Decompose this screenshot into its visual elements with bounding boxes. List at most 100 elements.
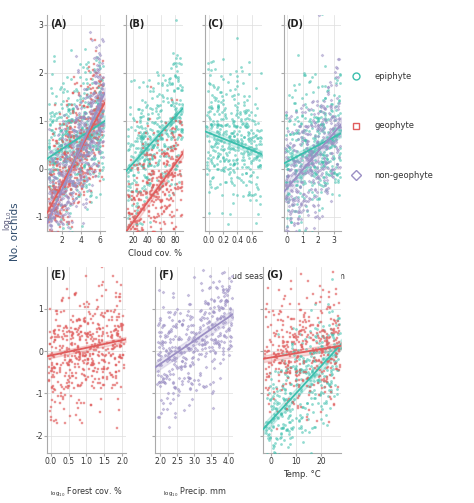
- Point: [324, 157, 332, 165]
- Point: [150, 87, 157, 95]
- Point: [285, 117, 292, 125]
- Point: [89, 169, 97, 177]
- Point: [323, 373, 331, 381]
- Point: [71, 352, 79, 360]
- Point: [94, 365, 102, 373]
- Point: [96, 77, 104, 86]
- Point: [301, 129, 309, 137]
- Point: [59, 160, 67, 168]
- Point: [151, 227, 158, 235]
- Point: [265, 347, 273, 355]
- Point: [285, 412, 293, 420]
- Point: [211, 96, 219, 104]
- Point: [304, 361, 311, 369]
- Point: [242, 123, 249, 131]
- Point: [277, 367, 285, 375]
- Point: [81, 151, 89, 159]
- Point: [216, 128, 223, 136]
- Text: $_{\mathregular{log_{10}}}$ Cloud seas.: $_{\mathregular{log_{10}}}$ Cloud seas.: [202, 270, 266, 284]
- Point: [145, 170, 153, 178]
- Point: [288, 405, 296, 413]
- Point: [91, 121, 98, 129]
- Point: [112, 374, 120, 382]
- Point: [46, 109, 54, 117]
- Point: [117, 383, 125, 391]
- Point: [49, 188, 57, 196]
- Point: [54, 212, 62, 220]
- Point: [53, 316, 60, 324]
- Point: [255, 149, 262, 157]
- Point: [145, 259, 153, 267]
- Point: [145, 196, 153, 204]
- Point: [301, 357, 309, 365]
- Point: [296, 321, 304, 329]
- Point: [167, 94, 175, 102]
- Point: [80, 351, 87, 359]
- Point: [203, 158, 211, 166]
- Point: [175, 113, 182, 121]
- Point: [303, 197, 310, 205]
- Point: [77, 137, 84, 145]
- Point: [59, 163, 67, 172]
- Point: [221, 268, 228, 276]
- Point: [178, 121, 186, 129]
- Point: [240, 156, 248, 164]
- Point: [155, 233, 163, 241]
- Point: [164, 394, 171, 402]
- Point: [293, 380, 301, 388]
- Point: [76, 73, 84, 81]
- Point: [66, 136, 74, 144]
- Point: [174, 72, 182, 80]
- Point: [214, 104, 222, 112]
- Point: [144, 180, 151, 188]
- Point: [81, 151, 88, 159]
- Point: [56, 124, 64, 132]
- Point: [100, 122, 107, 130]
- Point: [52, 344, 60, 352]
- Point: [165, 355, 173, 363]
- Point: [59, 202, 67, 210]
- Point: [247, 158, 255, 166]
- Point: [139, 144, 147, 152]
- Point: [97, 84, 104, 92]
- Point: [322, 170, 330, 178]
- Point: [143, 149, 150, 157]
- Point: [61, 154, 68, 162]
- Point: [335, 321, 343, 329]
- Point: [110, 344, 118, 352]
- Point: [91, 165, 99, 174]
- Point: [139, 149, 146, 157]
- Point: [77, 147, 84, 155]
- Point: [247, 134, 255, 142]
- Point: [307, 386, 314, 394]
- Point: [299, 128, 306, 136]
- Point: [150, 119, 158, 127]
- Point: [329, 125, 337, 133]
- Point: [86, 99, 93, 107]
- Point: [219, 192, 226, 200]
- Point: [81, 142, 88, 150]
- Point: [66, 130, 73, 138]
- Point: [85, 140, 93, 148]
- Point: [318, 327, 326, 336]
- Point: [168, 180, 175, 188]
- Point: [82, 119, 89, 127]
- Point: [46, 189, 53, 197]
- Point: [48, 191, 56, 199]
- Point: [212, 241, 220, 249]
- Point: [148, 144, 155, 152]
- Point: [158, 339, 166, 347]
- Point: [46, 121, 54, 129]
- Point: [73, 182, 81, 190]
- Point: [91, 122, 99, 130]
- Point: [309, 152, 316, 160]
- Point: [180, 348, 188, 356]
- Point: [172, 107, 179, 115]
- Point: [130, 213, 137, 221]
- Point: [84, 98, 92, 106]
- Point: [95, 158, 103, 166]
- Point: [328, 106, 335, 114]
- Point: [321, 159, 328, 167]
- Point: [61, 140, 69, 148]
- Point: [302, 153, 310, 161]
